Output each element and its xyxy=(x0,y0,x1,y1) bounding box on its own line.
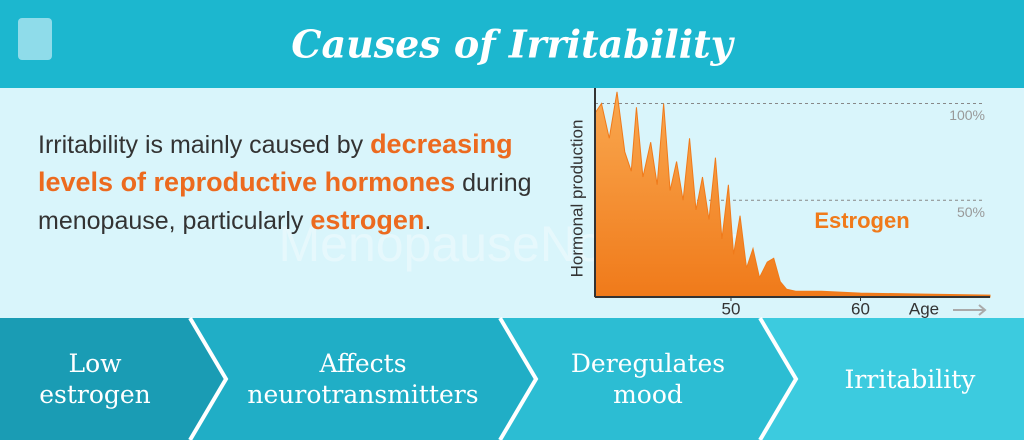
description: Irritability is mainly caused by decreas… xyxy=(38,126,558,240)
emphasis-text: estrogen xyxy=(310,205,425,235)
step-label: Low estrogen xyxy=(39,349,151,409)
emphasis-text: decreasing levels of reproductive hormon… xyxy=(38,129,513,197)
area xyxy=(594,91,991,298)
header-band xyxy=(0,0,1024,88)
step-shape xyxy=(500,318,796,440)
series-label: Estrogen xyxy=(814,208,909,233)
logo xyxy=(18,18,52,60)
step-label: Irritability xyxy=(844,364,976,394)
axis-arrow xyxy=(953,304,987,316)
step-divider xyxy=(498,316,539,440)
step-label: Deregulates mood xyxy=(570,349,726,409)
y-tick-label: 50% xyxy=(957,204,985,220)
y-axis-label: Hormonal production xyxy=(567,120,586,278)
step-shape xyxy=(760,318,1024,440)
x-tick-label: 60 xyxy=(851,299,870,318)
step-divider xyxy=(188,316,229,440)
body-text: during menopause, particularly xyxy=(38,169,532,235)
step-divider xyxy=(758,316,799,440)
step-label: Affects neurotransmitters xyxy=(247,349,479,409)
body-text: . xyxy=(424,207,432,235)
title: Causes of Irritability xyxy=(291,22,735,67)
x-axis-label: Age xyxy=(909,299,939,318)
x-tick-label: 50 xyxy=(722,299,741,318)
y-tick-label: 100% xyxy=(949,107,985,123)
step-shape xyxy=(190,318,536,440)
body-text: Irritability is mainly caused by xyxy=(38,131,371,159)
step-shape xyxy=(0,318,226,440)
